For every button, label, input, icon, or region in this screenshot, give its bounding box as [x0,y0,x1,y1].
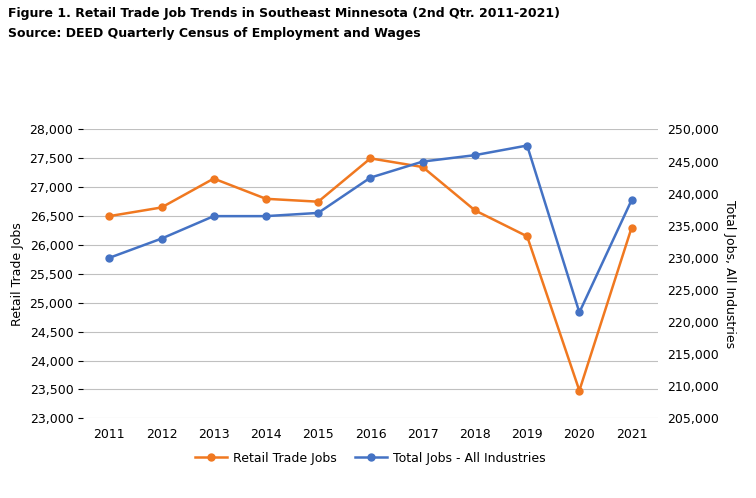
Total Jobs - All Industries [470,152,479,158]
Line: Total Jobs - All Industries: Total Jobs - All Industries [106,142,635,316]
Total Jobs - All Industries [209,213,218,219]
Y-axis label: Retail Trade Jobs: Retail Trade Jobs [11,222,24,326]
Text: Figure 1. Retail Trade Job Trends in Southeast Minnesota (2nd Qtr. 2011-2021): Figure 1. Retail Trade Job Trends in Sou… [8,7,559,20]
Retail Trade Jobs [209,176,218,182]
Total Jobs - All Industries [418,158,427,164]
Total Jobs - All Industries [522,142,531,148]
Total Jobs - All Industries [105,255,114,261]
Total Jobs - All Industries [366,175,375,181]
Text: Source: DEED Quarterly Census of Employment and Wages: Source: DEED Quarterly Census of Employm… [8,27,420,40]
Retail Trade Jobs [470,207,479,213]
Y-axis label: Total Jobs, All Industries: Total Jobs, All Industries [723,200,736,348]
Total Jobs - All Industries [262,213,271,219]
Retail Trade Jobs [314,199,323,205]
Line: Retail Trade Jobs: Retail Trade Jobs [106,155,635,394]
Total Jobs - All Industries [627,197,636,203]
Total Jobs - All Industries [314,210,323,216]
Retail Trade Jobs [105,213,114,219]
Retail Trade Jobs [157,205,166,211]
Total Jobs - All Industries [157,236,166,242]
Total Jobs - All Industries [575,309,584,315]
Retail Trade Jobs [575,387,584,393]
Retail Trade Jobs [366,155,375,161]
Retail Trade Jobs [522,234,531,240]
Retail Trade Jobs [418,164,427,170]
Retail Trade Jobs [262,196,271,202]
Retail Trade Jobs [627,225,636,231]
Legend: Retail Trade Jobs, Total Jobs - All Industries: Retail Trade Jobs, Total Jobs - All Indu… [191,447,550,470]
